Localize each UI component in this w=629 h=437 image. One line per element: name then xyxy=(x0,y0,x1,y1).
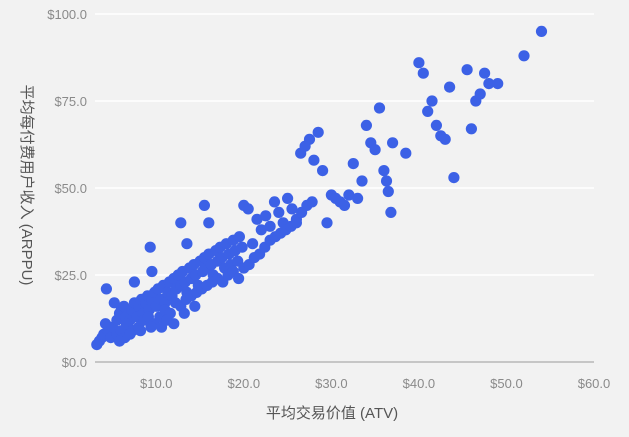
data-point xyxy=(444,81,456,93)
data-point xyxy=(128,276,140,288)
data-point xyxy=(233,272,245,285)
data-point xyxy=(233,231,245,243)
data-point xyxy=(178,307,190,319)
data-point xyxy=(308,154,320,166)
data-point xyxy=(306,196,318,208)
data-point xyxy=(175,217,187,229)
data-point xyxy=(413,57,425,69)
y-tick-label: $0.0 xyxy=(62,355,87,370)
data-point xyxy=(360,119,372,131)
data-point xyxy=(236,241,248,253)
data-point xyxy=(426,95,438,107)
data-point xyxy=(181,238,193,250)
data-point xyxy=(198,199,210,211)
data-point xyxy=(203,217,215,229)
data-point xyxy=(382,185,394,198)
data-point xyxy=(242,203,254,215)
data-point xyxy=(124,328,136,340)
data-point xyxy=(465,123,477,135)
data-point xyxy=(264,220,276,232)
x-tick-label: $20.0 xyxy=(228,376,261,391)
data-point xyxy=(303,133,316,145)
data-point xyxy=(417,67,429,79)
data-point xyxy=(168,318,180,330)
data-point xyxy=(352,192,364,204)
data-point xyxy=(380,175,393,187)
data-point xyxy=(461,64,473,76)
data-point xyxy=(282,192,294,204)
gridlines xyxy=(95,13,594,276)
data-point xyxy=(338,199,351,211)
data-point xyxy=(268,196,281,208)
x-tick-label: $50.0 xyxy=(490,376,523,391)
data-point xyxy=(347,158,359,170)
data-point xyxy=(146,265,158,278)
y-axis-title: 平均每付费用户收入 (ARPPU) xyxy=(18,85,35,286)
data-point xyxy=(260,210,272,222)
data-point xyxy=(145,321,157,333)
data-point xyxy=(100,283,112,295)
data-points xyxy=(91,25,548,351)
data-point xyxy=(474,88,486,100)
data-point xyxy=(400,147,412,159)
y-tick-label: $75.0 xyxy=(54,94,87,109)
data-point xyxy=(317,165,329,177)
data-point xyxy=(378,165,390,177)
data-point xyxy=(312,126,324,138)
data-point xyxy=(430,119,442,131)
data-point xyxy=(387,137,399,149)
y-tick-label: $50.0 xyxy=(54,181,87,196)
data-point xyxy=(535,25,548,37)
data-point xyxy=(321,217,333,229)
x-tick-label: $10.0 xyxy=(140,376,173,391)
data-point xyxy=(422,105,434,117)
y-axis-ticks: $0.0 $25.0 $50.0 $75.0 $100.0 xyxy=(47,7,87,370)
data-point xyxy=(113,335,126,347)
data-point xyxy=(385,206,397,218)
x-axis-title: 平均交易价值 (ATV) xyxy=(266,404,398,422)
data-point xyxy=(518,50,530,62)
data-point xyxy=(483,78,495,90)
data-point xyxy=(343,189,355,201)
data-point xyxy=(189,300,201,312)
data-point xyxy=(290,217,302,229)
y-tick-label: $100.0 xyxy=(47,7,87,22)
y-tick-label: $25.0 xyxy=(54,268,87,283)
x-tick-label: $60.0 xyxy=(578,376,611,391)
data-point xyxy=(448,172,460,184)
data-point xyxy=(373,102,386,114)
data-point xyxy=(255,224,267,236)
data-point xyxy=(251,213,263,225)
data-point xyxy=(492,78,504,90)
data-point xyxy=(286,203,298,215)
x-tick-label: $30.0 xyxy=(315,376,348,391)
data-point xyxy=(108,297,120,309)
x-axis-ticks: $10.0 $20.0 $30.0 $40.0 $50.0 $60.0 xyxy=(140,376,610,391)
data-point xyxy=(247,238,259,250)
data-point xyxy=(134,325,147,337)
x-tick-label: $40.0 xyxy=(403,376,436,391)
data-point xyxy=(369,144,381,156)
data-point xyxy=(273,206,285,218)
data-point xyxy=(144,241,156,253)
data-point xyxy=(479,67,491,79)
data-point xyxy=(356,175,368,187)
data-point xyxy=(91,339,103,351)
data-point xyxy=(439,133,451,145)
